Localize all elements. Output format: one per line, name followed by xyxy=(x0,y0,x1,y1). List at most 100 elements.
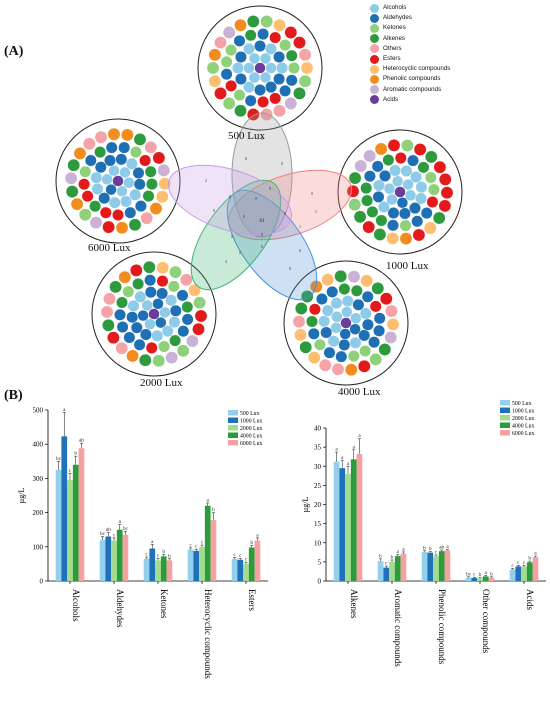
bar xyxy=(193,550,200,581)
significance-letter: c xyxy=(189,542,192,548)
compound-bubble xyxy=(179,273,193,287)
compound-bubble xyxy=(385,304,398,318)
compound-bubble xyxy=(233,89,246,102)
bar xyxy=(204,505,211,581)
compound-bubble xyxy=(115,296,129,309)
compound-bubble xyxy=(78,178,91,191)
compound-bubble xyxy=(396,196,409,209)
compound-bubble xyxy=(168,265,182,279)
legend-label: 6000 Lux xyxy=(512,431,534,437)
legend-dot-icon xyxy=(370,64,379,74)
compound-bubble xyxy=(103,292,116,306)
venn-region-count: 0 xyxy=(269,186,271,191)
significance-letter: b xyxy=(379,553,382,559)
bar xyxy=(383,567,390,581)
compound-bubble xyxy=(79,165,92,178)
legend-item: Aromatic compounds xyxy=(370,85,450,95)
compound-bubble xyxy=(423,221,437,235)
legend-swatch xyxy=(500,415,510,421)
compound-bubble xyxy=(415,181,428,194)
significance-letter: bc xyxy=(100,531,106,537)
venn-cluster-figure: 61 0 1 0 3 2 0 1 0 0 0 0 0 0 0 0 0 0 0 0 0 xyxy=(55,5,463,386)
compound-bubble xyxy=(273,72,286,86)
legend-swatch xyxy=(228,432,238,438)
bar xyxy=(166,560,173,581)
compound-bubble xyxy=(321,273,335,287)
panel-b-label: (B) xyxy=(4,388,23,403)
compound-bubble xyxy=(335,350,348,363)
legend-dot-icon xyxy=(370,74,379,84)
compound-bubble xyxy=(417,161,430,174)
significance-letter: b xyxy=(162,549,165,555)
bar xyxy=(160,556,167,581)
compound-bubble xyxy=(273,18,286,32)
compound-bubble xyxy=(206,61,220,75)
compound-bubble xyxy=(98,192,111,205)
significance-letter: b xyxy=(528,556,531,562)
legend-label: Aldehydes xyxy=(383,14,412,22)
venn-region-count: 0 xyxy=(231,234,233,239)
compound-bubble xyxy=(115,153,128,166)
compound-bubble xyxy=(330,322,342,334)
compound-bubble xyxy=(132,277,145,290)
compound-bubble xyxy=(299,340,313,354)
legend-label: Acids xyxy=(383,95,399,103)
cluster-label-6000: 6000 Lux xyxy=(88,242,131,254)
compound-bubble xyxy=(108,164,120,177)
bar xyxy=(465,577,472,581)
compound-bubble xyxy=(352,298,365,311)
x-tick-label: Aldehydes xyxy=(115,589,125,628)
compound-bubble xyxy=(139,154,152,167)
compound-bubble xyxy=(161,325,174,338)
y-tick-label: 100 xyxy=(33,543,44,551)
compound-bubble xyxy=(264,42,278,55)
compound-bubble xyxy=(181,300,194,314)
compound-bubble xyxy=(259,52,272,65)
compound-bubble xyxy=(118,270,132,284)
compound-bubble xyxy=(358,329,371,342)
legend-dot-icon xyxy=(370,34,379,44)
legend-label: Esters xyxy=(383,54,401,62)
compound-bubble xyxy=(243,62,255,74)
legend-item: Acids xyxy=(370,95,450,105)
panel-a-label: (A) xyxy=(4,44,24,59)
compound-bubble xyxy=(361,290,374,303)
significance-letter: c xyxy=(201,540,204,546)
compound-bubble xyxy=(254,62,266,74)
compound-bubble xyxy=(108,196,121,209)
bar xyxy=(339,468,346,581)
compound-bubble xyxy=(298,74,312,88)
compound-bubble xyxy=(275,61,289,75)
compound-bubble xyxy=(253,39,267,53)
compound-bubble xyxy=(144,318,156,330)
compound-bubble xyxy=(326,285,339,298)
compound-bubble xyxy=(214,36,227,50)
venn-region-count: 0 xyxy=(284,211,286,216)
compound-bubble xyxy=(382,153,395,167)
compound-bubble xyxy=(89,216,103,230)
compound-bubble xyxy=(244,94,257,107)
compound-bubble xyxy=(105,141,118,154)
compound-bubble xyxy=(413,143,427,156)
compound-bubble xyxy=(158,340,171,353)
compound-bubble xyxy=(90,171,103,184)
compound-bubble xyxy=(273,50,286,64)
bar xyxy=(99,539,106,581)
cluster-label-2000: 2000 Lux xyxy=(140,377,183,389)
compound-bubble xyxy=(440,186,454,200)
significance-letter: ab xyxy=(439,545,444,551)
legend-dot-icon xyxy=(370,13,379,23)
compound-bubble xyxy=(73,146,87,160)
compound-bubble xyxy=(292,315,306,329)
compound-bubble xyxy=(181,313,194,326)
bar xyxy=(122,534,129,581)
legend-dot-icon xyxy=(370,23,379,33)
compound-bubble xyxy=(359,307,372,320)
compound-bubble xyxy=(438,172,452,186)
compound-bubble xyxy=(320,326,333,339)
compound-bubble xyxy=(177,325,190,338)
compound-bubble xyxy=(134,200,147,213)
compound-bubble xyxy=(107,127,121,141)
legend-label: Alkenes xyxy=(383,34,406,42)
significance-letter: b xyxy=(250,540,253,546)
